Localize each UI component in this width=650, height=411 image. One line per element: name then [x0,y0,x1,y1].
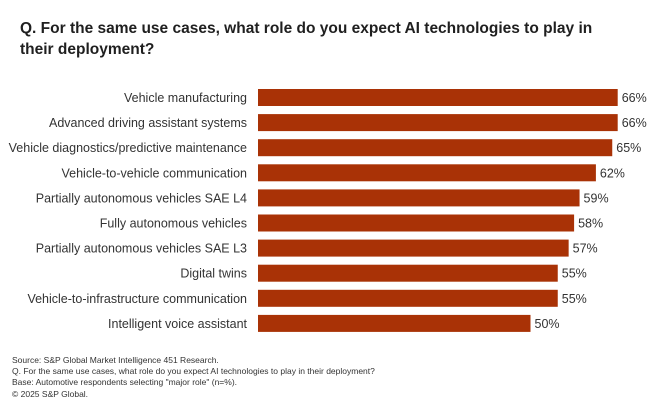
category-label: Vehicle diagnostics/predictive maintenan… [9,141,247,155]
chart-footer: Source: S&P Global Market Intelligence 4… [12,355,632,400]
value-label: 58% [578,217,603,231]
value-label: 62% [600,166,625,180]
bar [258,114,618,132]
category-label: Partially autonomous vehicles SAE L3 [36,242,247,256]
bar [258,214,575,232]
category-label: Vehicle-to-infrastructure communication [27,292,247,306]
category-label: Intelligent voice assistant [108,317,247,331]
value-label: 57% [573,242,598,256]
bar [258,164,596,182]
category-label: Partially autonomous vehicles SAE L4 [36,191,247,205]
question-note: Q. For the same use cases, what role do … [12,366,375,377]
bar [258,189,580,207]
bar [258,264,558,282]
category-label: Advanced driving assistant systems [49,116,247,130]
value-label: 50% [535,317,560,331]
bar [258,89,618,106]
value-label: 55% [562,267,587,281]
bar [258,289,558,307]
bar [258,139,613,157]
value-label: 59% [584,191,609,205]
value-label: 66% [622,116,647,130]
base-note: Base: Automotive respondents selecting "… [12,377,238,388]
value-label: 66% [622,91,647,105]
bar [258,314,531,332]
category-label: Vehicle manufacturing [124,91,247,105]
chart-title: Q. For the same use cases, what role do … [20,20,593,58]
category-label: Fully autonomous vehicles [100,217,247,231]
bar [258,239,569,257]
source-note: Source: S&P Global Market Intelligence 4… [12,355,219,365]
copyright-note: © 2025 S&P Global. [12,388,89,399]
category-label: Digital twins [180,267,247,281]
category-label: Vehicle-to-vehicle communication [61,166,247,180]
value-label: 65% [616,141,641,155]
value-label: 55% [562,292,587,306]
